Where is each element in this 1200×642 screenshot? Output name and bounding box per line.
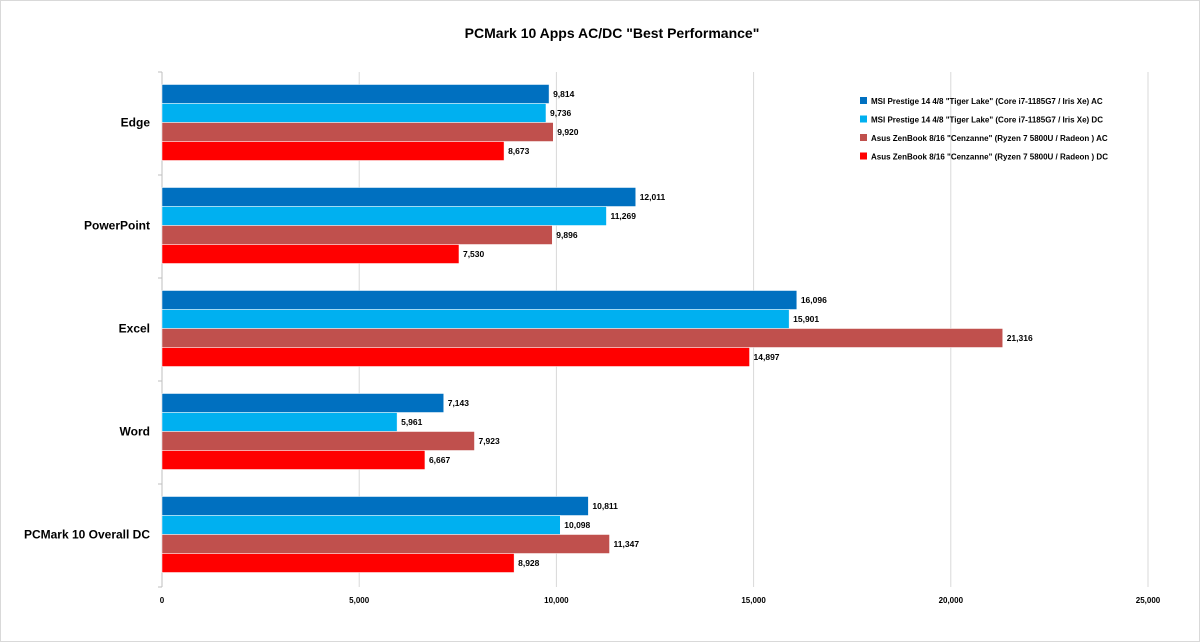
x-tick-label: 5,000	[349, 596, 370, 605]
bar	[161, 412, 398, 432]
bar	[161, 187, 636, 207]
x-tick-label: 0	[160, 596, 165, 605]
bar	[161, 534, 610, 554]
chart-title: PCMark 10 Apps AC/DC "Best Performance"	[465, 25, 760, 41]
bar	[161, 225, 553, 245]
bar	[161, 122, 554, 142]
category-label: Excel	[119, 322, 150, 336]
bar	[161, 328, 1003, 348]
data-label: 11,269	[610, 211, 636, 221]
data-label: 15,901	[793, 314, 819, 324]
data-label: 11,347	[614, 539, 640, 549]
category-labels: Edge PowerPoint Excel Word PCMark 10 Overall…	[24, 116, 150, 542]
data-label: 7,530	[463, 249, 485, 259]
legend-label: Asus ZenBook 8/16 "Cenzanne" (Ryzen 7 58…	[871, 134, 1108, 143]
bar	[161, 103, 547, 123]
category-label: PCMark 10 Overall DC	[24, 528, 150, 542]
legend-label: MSI Prestige 14 4/8 "Tiger Lake" (Core i…	[871, 97, 1103, 106]
bar	[161, 496, 589, 516]
data-label: 7,923	[478, 436, 500, 446]
legend-label: MSI Prestige 14 4/8 "Tiger Lake" (Core i…	[871, 116, 1103, 125]
x-tick-label: 20,000	[939, 596, 964, 605]
bar	[161, 244, 460, 264]
bar	[161, 141, 505, 161]
legend-swatch	[860, 134, 867, 141]
legend: MSI Prestige 14 4/8 "Tiger Lake" (Core i…	[860, 97, 1108, 162]
bar	[161, 309, 790, 329]
data-label: 12,011	[640, 192, 666, 202]
data-label: 9,736	[550, 108, 572, 118]
data-label: 9,896	[556, 230, 578, 240]
data-label: 10,098	[564, 520, 590, 530]
legend-swatch	[860, 152, 867, 160]
data-label: 5,961	[401, 417, 423, 427]
legend-swatch	[860, 97, 867, 104]
bar	[161, 553, 515, 573]
data-label: 9,814	[553, 89, 575, 99]
data-label: 8,673	[508, 146, 530, 156]
bar	[161, 393, 444, 413]
bar	[161, 431, 475, 451]
data-label: 6,667	[429, 455, 451, 465]
legend-label: Asus ZenBook 8/16 "Cenzanne" (Ryzen 7 58…	[871, 153, 1108, 162]
category-label: Word	[120, 425, 150, 439]
bar	[161, 206, 607, 226]
x-tick-label: 25,000	[1136, 596, 1161, 605]
data-label: 21,316	[1007, 333, 1033, 343]
data-label: 8,928	[518, 558, 540, 568]
bar	[161, 84, 550, 104]
x-tick-labels: 0 5,000 10,000 15,000 20,000 25,000	[160, 596, 1161, 605]
x-tick-label: 10,000	[544, 596, 569, 605]
x-tick-label: 15,000	[741, 596, 766, 605]
bar	[161, 347, 750, 367]
data-label: 9,920	[557, 127, 579, 137]
bar	[161, 290, 798, 310]
data-label: 16,096	[801, 295, 827, 305]
bar	[161, 450, 426, 470]
data-label: 14,897	[754, 352, 780, 362]
data-label: 10,811	[592, 501, 618, 511]
bar	[161, 515, 561, 535]
category-label: Edge	[121, 116, 151, 130]
legend-swatch	[860, 115, 867, 123]
category-label: PowerPoint	[84, 219, 150, 233]
bars	[161, 84, 1003, 573]
data-label: 7,143	[448, 398, 470, 408]
data-labels: 9,814 9,736 9,920 8,673 12,011 11,269 9,896 7,5…	[401, 89, 1033, 568]
